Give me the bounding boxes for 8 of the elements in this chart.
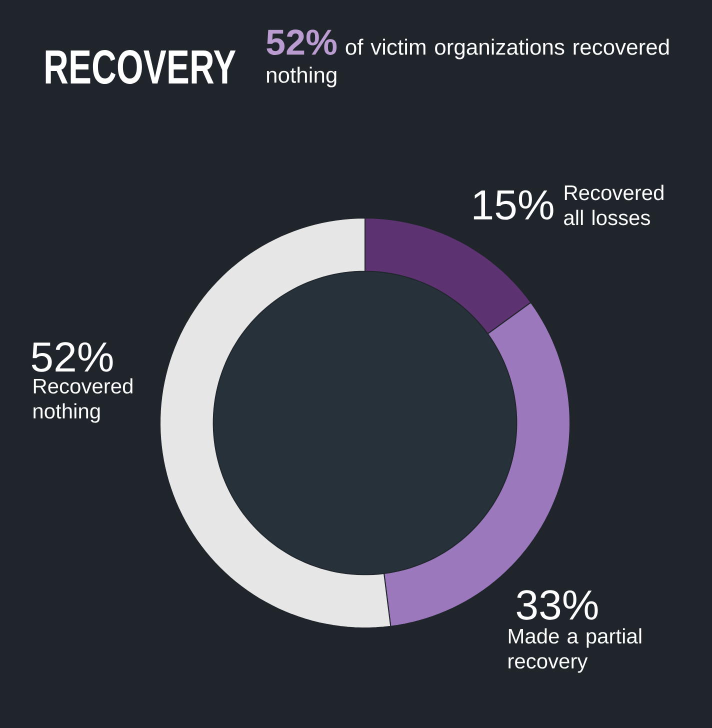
data-label: 33% [516, 590, 598, 620]
chart-title: RECOVERY [46, 50, 236, 84]
slice-label: Recovered nothing [34, 378, 132, 423]
data-label: 52% [32, 342, 113, 372]
slice-label: Made a partial recovery [508, 628, 642, 673]
slice-label: Recovered all losses [564, 184, 664, 226]
data-label: 15% [474, 190, 554, 220]
chart-subtitle: 52% of victim organizations recovered nothing [266, 30, 669, 88]
